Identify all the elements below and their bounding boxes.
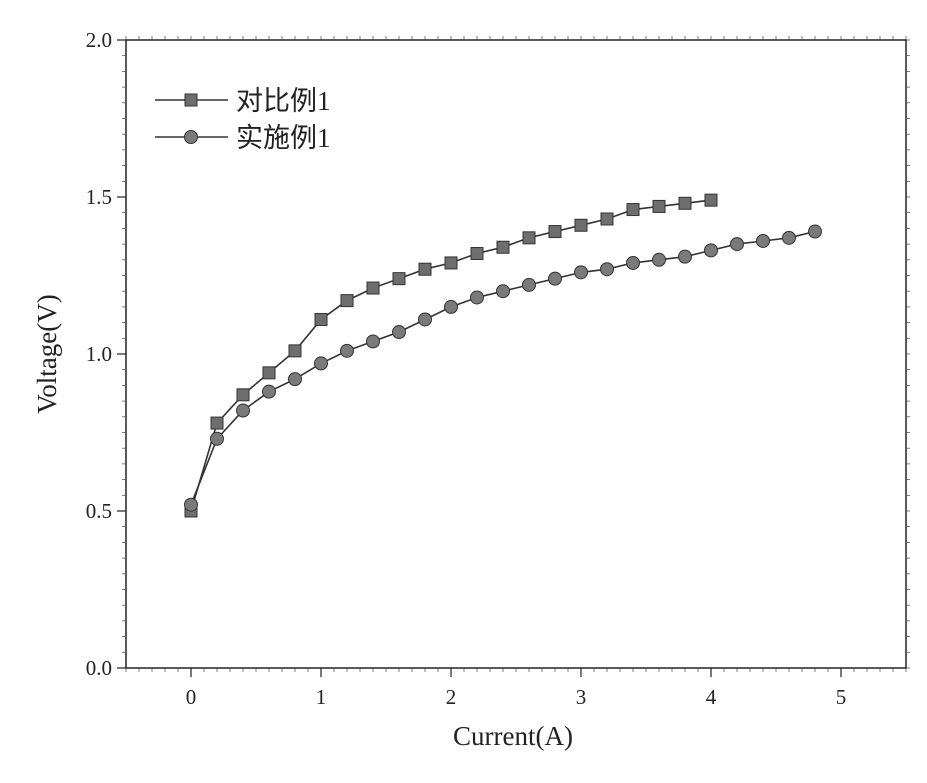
data-point-square (497, 241, 509, 253)
y-axis-title: Voltage(V) (32, 294, 62, 413)
data-point-square (445, 257, 457, 269)
data-point-square (627, 204, 639, 216)
legend-item-series-1: 对比例1 (155, 86, 331, 116)
data-point-square (315, 313, 327, 325)
data-point-square (419, 263, 431, 275)
data-point-square (601, 213, 613, 225)
y-tick-label: 0.5 (86, 499, 112, 523)
legend-circle-marker (185, 131, 198, 144)
data-point-square (653, 200, 665, 212)
data-point-circle (549, 272, 562, 285)
data-point-circle (523, 278, 536, 291)
x-tick-label: 5 (836, 685, 847, 709)
data-point-square (679, 197, 691, 209)
data-point-circle (185, 498, 198, 511)
data-point-circle (783, 231, 796, 244)
data-point-circle (393, 326, 406, 339)
data-point-square (289, 345, 301, 357)
data-point-circle (237, 404, 250, 417)
data-point-square (237, 389, 249, 401)
series-1 (185, 194, 717, 517)
data-point-circle (497, 285, 510, 298)
x-tick-label: 3 (576, 685, 587, 709)
y-tick-label: 1.0 (86, 342, 112, 366)
y-axis: 0.0 0.5 1.0 1.5 2.0 (86, 28, 126, 680)
data-point-circle (757, 234, 770, 247)
data-point-circle (731, 238, 744, 251)
data-point-square (575, 219, 587, 231)
data-point-circle (419, 313, 432, 326)
data-point-square (705, 194, 717, 206)
data-point-circle (809, 225, 822, 238)
y-tick-label: 1.5 (86, 185, 112, 209)
data-point-circle (575, 266, 588, 279)
x-tick-label: 0 (186, 685, 197, 709)
legend-label-series-1: 对比例1 (236, 86, 331, 116)
legend-item-series-2: 实施例1 (155, 123, 331, 153)
data-point-square (263, 367, 275, 379)
data-point-square (523, 232, 535, 244)
data-point-circle (211, 432, 224, 445)
series-2 (185, 225, 822, 511)
x-tick-label: 1 (316, 685, 327, 709)
y-tick-label: 0.0 (86, 656, 112, 680)
series-line-1 (191, 200, 711, 511)
legend-label-series-2: 实施例1 (236, 123, 331, 153)
x-tick-label: 2 (446, 685, 457, 709)
data-point-circle (315, 357, 328, 370)
data-point-circle (367, 335, 380, 348)
y-tick-label: 2.0 (86, 28, 112, 52)
series-layer (185, 194, 822, 517)
data-point-circle (263, 385, 276, 398)
legend: 对比例1 实施例1 (155, 86, 331, 153)
series-line-2 (191, 232, 815, 505)
data-point-square (211, 417, 223, 429)
x-axis-title: Current(A) (453, 721, 573, 751)
data-point-square (549, 226, 561, 238)
data-point-circle (289, 373, 302, 386)
data-point-square (393, 273, 405, 285)
data-point-circle (601, 263, 614, 276)
data-point-square (471, 248, 483, 260)
x-axis: 0 1 2 3 4 5 (186, 668, 847, 709)
data-point-circle (627, 256, 640, 269)
data-point-circle (341, 344, 354, 357)
data-point-circle (705, 244, 718, 257)
data-point-circle (679, 250, 692, 263)
x-tick-label: 4 (706, 685, 717, 709)
data-point-square (367, 282, 379, 294)
data-point-square (341, 295, 353, 307)
data-point-circle (471, 291, 484, 304)
legend-square-marker (185, 94, 197, 106)
data-point-circle (445, 300, 458, 313)
data-point-circle (653, 253, 666, 266)
